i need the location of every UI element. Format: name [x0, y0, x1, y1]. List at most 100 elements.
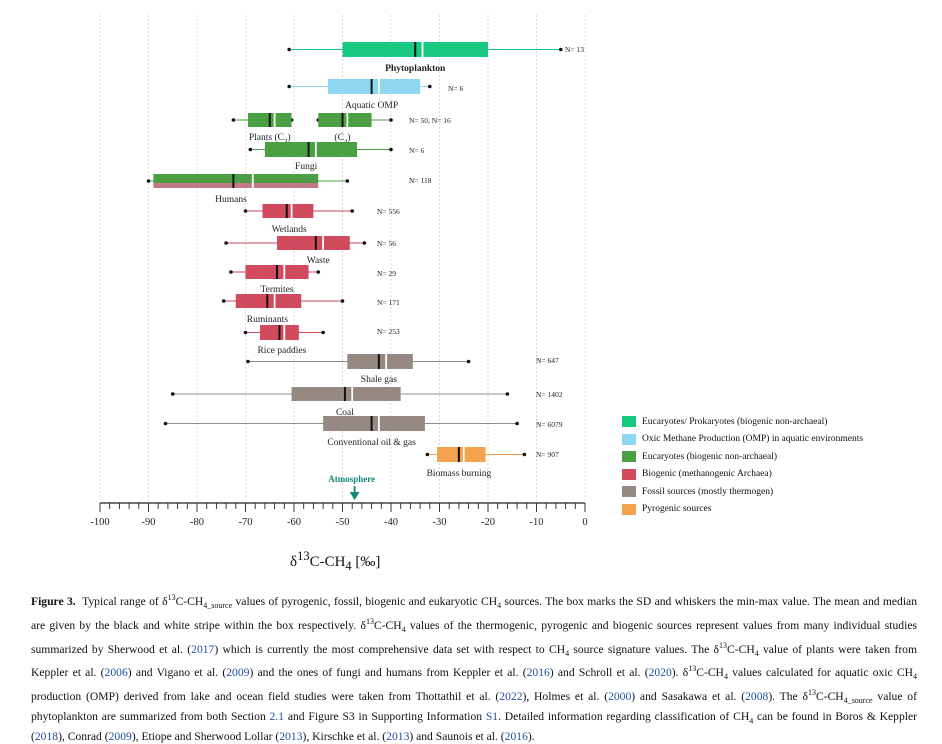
n-label: N= 907 — [536, 450, 559, 459]
max-point — [340, 299, 345, 303]
box — [277, 236, 350, 250]
row-label: Rice paddies — [257, 346, 306, 356]
legend-swatch — [622, 433, 636, 445]
atmosphere-arrow-head — [349, 492, 360, 500]
n-label: N= 29 — [377, 269, 396, 278]
box-termites: Termites N= 29 — [229, 265, 396, 295]
n-label: N= 56 — [377, 239, 396, 248]
box-coal: Coal N= 1402 — [170, 387, 563, 418]
max-point — [321, 330, 325, 335]
row-label: Humans — [215, 195, 247, 205]
tick-label: -20 — [481, 517, 495, 528]
box-biomass-burning: Biomass burning N= 907 — [425, 447, 559, 479]
caption-label: Figure 3. — [31, 594, 76, 608]
box-aquatic-omp: Aquatic OMP N= 6 — [287, 79, 464, 111]
tick-label: -100 — [90, 517, 109, 528]
min-point — [231, 118, 236, 122]
tick-label: -10 — [530, 517, 544, 528]
legend-item-pyro: Pyrogenic sources — [622, 501, 863, 519]
box — [291, 387, 401, 401]
n-label: N= 13 — [565, 45, 584, 54]
row-label: Termites — [260, 285, 293, 295]
n-label: N= 6 — [448, 84, 464, 93]
n-label: N= 1402 — [536, 390, 563, 399]
min-point — [229, 270, 233, 274]
min-point — [243, 209, 248, 213]
box-conventional-oil-gas: Conventional oil & gas N= 6079 — [163, 416, 563, 448]
n-label: N= 118 — [409, 176, 432, 185]
legend-label: Oxic Methane Production (OMP) in aquatic… — [642, 434, 864, 445]
tick-label: -90 — [142, 517, 156, 528]
n-label: N= 171 — [377, 298, 400, 307]
min-point — [287, 84, 291, 89]
atmosphere-label: Atmosphere — [328, 474, 375, 484]
min-point — [163, 421, 168, 426]
tick-label: -60 — [287, 517, 301, 528]
box-humans: Humans N= 118 — [146, 174, 432, 205]
row-label: Fungi — [295, 162, 318, 172]
max-point — [350, 209, 355, 213]
min-point — [246, 359, 250, 364]
n-label: N= 647 — [536, 356, 559, 365]
box-shale-gas: Shale gas N= 647 — [246, 354, 559, 385]
row-label: Aquatic OMP — [345, 101, 398, 111]
min-point — [146, 179, 151, 183]
box-wetlands: Wetlands N= 556 — [243, 204, 400, 235]
box-fungi: Fungi N= 6 — [248, 142, 425, 172]
legend-label: Eucaryotes/ Prokaryotes (biogenic non-ar… — [642, 416, 828, 427]
figure-caption: Figure 3. Typical range of δ13C-CH4_sour… — [31, 593, 918, 743]
tick-label: -50 — [336, 517, 350, 528]
row-label: Coal — [336, 408, 354, 418]
row-label: Biomass burning — [427, 469, 492, 479]
box — [347, 354, 413, 369]
legend-swatch — [622, 503, 636, 515]
max-point — [466, 359, 471, 364]
box-bottom — [153, 183, 319, 188]
row-label: Ruminants — [247, 315, 288, 325]
boxplot-chart: -100 -90 -80 -70 -60 -50 -40 -30 -20 -10 0Phytopla… — [90, 15, 588, 528]
legend-item-omp: Oxic Methane Production (OMP) in aquatic… — [622, 431, 863, 449]
legend-label: Pyrogenic sources — [642, 504, 712, 515]
tick-label: 0 — [582, 517, 587, 528]
legend-label: Biogenic (methanogenic Archaea) — [642, 469, 772, 480]
box — [327, 79, 421, 94]
row-label: Shale gas — [361, 375, 397, 385]
max-point — [428, 84, 432, 89]
box-waste: Waste N= 56 — [224, 236, 396, 266]
box — [323, 416, 425, 431]
row-label: Conventional oil & gas — [327, 438, 416, 448]
min-point — [248, 147, 253, 152]
box — [437, 447, 486, 462]
max-point — [505, 392, 510, 396]
legend-item-euk: Eucaryotes (biogenic non-archaeal) — [622, 448, 863, 466]
box — [262, 204, 314, 218]
legend-swatch — [622, 451, 636, 463]
box-rice-paddies: Rice paddies N= 253 — [243, 325, 400, 356]
x-axis-label: δ13C-CH4 [‰] — [290, 549, 381, 573]
max-point — [345, 179, 350, 183]
legend-swatch — [622, 486, 636, 498]
max-point — [522, 452, 527, 457]
tick-label: -40 — [384, 517, 398, 528]
legend-label: Fossil sources (mostly thermogen) — [642, 486, 774, 497]
box — [318, 113, 372, 127]
box-ruminants: Ruminants N= 171 — [221, 294, 400, 325]
box-top — [153, 174, 319, 183]
n-label: N= 6 — [409, 146, 425, 155]
min-point — [243, 330, 248, 335]
box-phytoplankton: Phytoplankton N= 13 — [287, 42, 584, 74]
legend-item-biogenic: Biogenic (methanogenic Archaea) — [622, 466, 863, 484]
tick-label: -80 — [190, 517, 204, 528]
legend: Eucaryotes/ Prokaryotes (biogenic non-ar… — [622, 413, 863, 518]
min-point — [224, 241, 228, 245]
row-label: Phytoplankton — [385, 64, 446, 74]
max-point — [362, 241, 367, 245]
row-label: Waste — [307, 256, 330, 266]
box — [264, 142, 358, 157]
box — [235, 294, 302, 308]
max-point — [389, 118, 393, 122]
n-label: N= 50, N= 16 — [409, 116, 451, 125]
min-point — [221, 299, 226, 303]
max-point — [515, 421, 519, 426]
legend-item-fossil: Fossil sources (mostly thermogen) — [622, 483, 863, 501]
